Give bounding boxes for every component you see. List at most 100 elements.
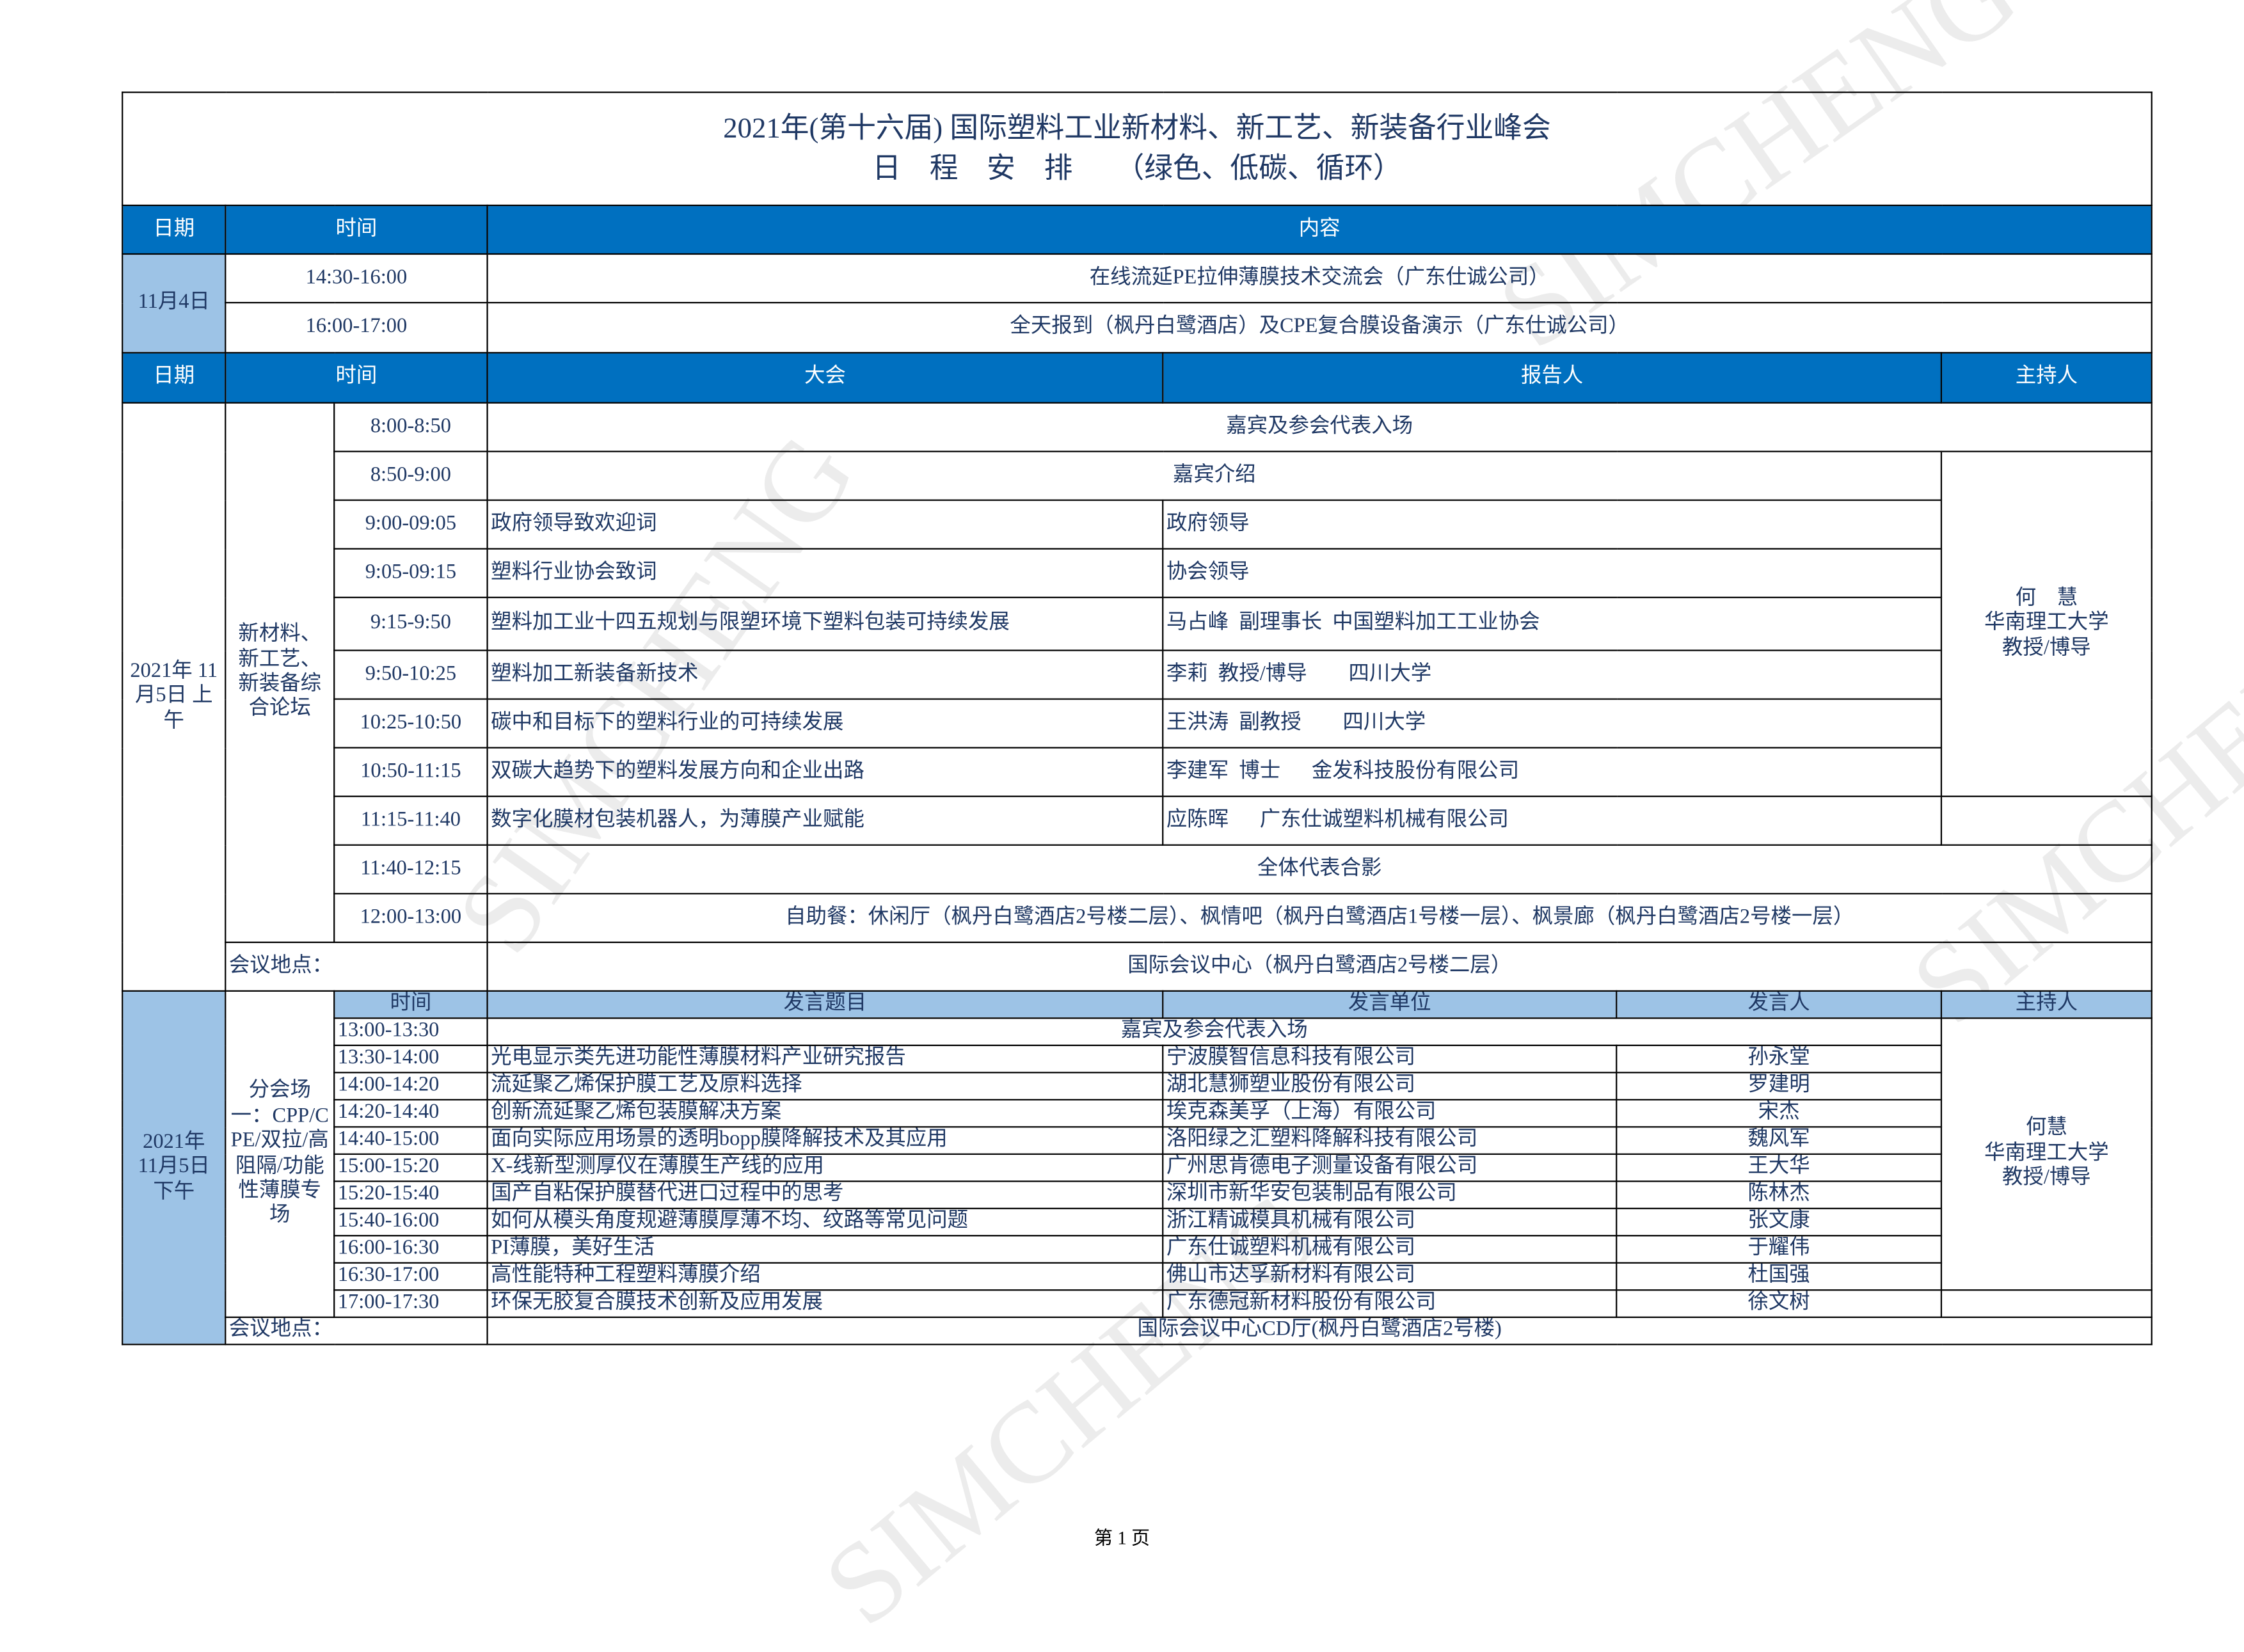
reporter-cell: 政府领导 [1162, 499, 1943, 550]
morning-host: 何 慧 华南理工大学 教授/博导 [1940, 450, 2152, 797]
time-cell: 16:00-16:30 [333, 1235, 488, 1264]
header-host: 主持人 [1940, 990, 2152, 1019]
speaker-cell: 徐文树 [1616, 1289, 1943, 1318]
time-cell: 9:00-09:05 [333, 499, 488, 550]
speaker-cell: 于耀伟 [1616, 1235, 1943, 1264]
content-cell: 自助餐：休闲厅（枫丹白鹭酒店2号楼二层）、枫情吧（枫丹白鹭酒店1号楼一层）、枫景… [486, 893, 2152, 943]
time-cell: 13:00-13:30 [333, 1017, 488, 1046]
document-page: SIMCHENG SIMCHENG SIMCHENG SIMCHENG 2021… [122, 0, 2244, 1650]
reporter-cell: 马占峰 副理事长 中国塑料加工工业协会 [1162, 596, 1943, 651]
topic-cell: 创新流延聚乙烯包装膜解决方案 [486, 1099, 1164, 1128]
time-cell: 15:20-15:40 [333, 1180, 488, 1209]
topic-cell: 塑料行业协会致词 [486, 548, 1164, 598]
time-cell: 14:20-14:40 [333, 1099, 488, 1128]
time-cell: 12:00-13:00 [333, 893, 488, 943]
reporter-cell: 应陈晖 广东仕诚塑料机械有限公司 [1162, 795, 1943, 846]
time-cell: 11:15-11:40 [333, 795, 488, 846]
time-cell: 16:30-17:00 [333, 1262, 488, 1291]
schedule-table: 2021年(第十六届) 国际塑料工业新材料、新工艺、新装备行业峰会 日 程 安 … [122, 91, 2152, 1346]
speaker-cell: 王大华 [1616, 1153, 1943, 1182]
time-cell: 9:50-10:25 [333, 649, 488, 700]
topic-cell: 高性能特种工程塑料薄膜介绍 [486, 1262, 1164, 1291]
topic-cell: 环保无胶复合膜技术创新及应用发展 [486, 1289, 1164, 1318]
header-host: 主持人 [1940, 352, 2152, 404]
speaker-cell: 罗建明 [1616, 1072, 1943, 1100]
time-cell: 14:00-14:20 [333, 1072, 488, 1100]
location-value: 国际会议中心CD厅(枫丹白鹭酒店2号楼) [486, 1316, 2152, 1346]
topic-cell: 如何从模头角度规避薄膜厚薄不均、纹路等常见问题 [486, 1207, 1164, 1237]
reporter-cell: 协会领导 [1162, 548, 1943, 598]
afternoon-host: 何慧 华南理工大学 教授/博导 [1940, 1017, 2152, 1291]
time-cell: 15:00-15:20 [333, 1153, 488, 1182]
time-cell: 8:50-9:00 [333, 450, 488, 501]
unit-cell: 广州思肯德电子测量设备有限公司 [1162, 1153, 1618, 1182]
unit-cell: 宁波膜智信息科技有限公司 [1162, 1044, 1618, 1074]
time-cell: 16:00-17:00 [225, 301, 488, 354]
topic-cell: 政府领导致欢迎词 [486, 499, 1164, 550]
location-label: 会议地点： [225, 1316, 488, 1346]
time-cell: 10:25-10:50 [333, 698, 488, 749]
topic-cell: 数字化膜材包装机器人，为薄膜产业赋能 [486, 795, 1164, 846]
topic-cell: X-线新型测厚仪在薄膜生产线的应用 [486, 1153, 1164, 1182]
morning-date: 2021年 11月5日 上午 [122, 402, 227, 992]
morning-forum: 新材料、新工艺、新装备综合论坛 [225, 402, 335, 943]
speaker-cell: 杜国强 [1616, 1262, 1943, 1291]
topic-cell: 国产自粘保护膜替代进口过程中的思考 [486, 1180, 1164, 1209]
speaker-cell: 孙永堂 [1616, 1044, 1943, 1074]
reporter-cell: 李建军 博士 金发科技股份有限公司 [1162, 747, 1943, 797]
time-cell: 11:40-12:15 [333, 844, 488, 894]
unit-cell: 浙江精诚模具机械有限公司 [1162, 1207, 1618, 1237]
page-title: 2021年(第十六届) 国际塑料工业新材料、新工艺、新装备行业峰会 日 程 安 … [122, 91, 2152, 207]
topic-cell: 流延聚乙烯保护膜工艺及原料选择 [486, 1072, 1164, 1100]
header-content: 内容 [486, 204, 2152, 255]
location-label: 会议地点： [225, 941, 488, 992]
speaker-cell: 张文康 [1616, 1207, 1943, 1237]
content-cell: 嘉宾及参会代表入场 [486, 1017, 1943, 1046]
header-session: 大会 [486, 352, 1164, 404]
header-time: 时间 [333, 990, 488, 1019]
topic-cell: 塑料加工新装备新技术 [486, 649, 1164, 700]
header-unit: 发言单位 [1162, 990, 1618, 1019]
unit-cell: 佛山市达孚新材料有限公司 [1162, 1262, 1618, 1291]
afternoon-forum: 分会场一：CPP/CPE/双拉/高阻隔/功能性薄膜专场 [225, 990, 335, 1318]
speaker-cell: 魏风军 [1616, 1126, 1943, 1155]
unit-cell: 埃克森美孚（上海）有限公司 [1162, 1099, 1618, 1128]
content-cell: 全体代表合影 [486, 844, 2152, 894]
content-cell: 嘉宾及参会代表入场 [486, 402, 2152, 452]
content-cell: 嘉宾介绍 [486, 450, 1943, 501]
header-date: 日期 [122, 204, 227, 255]
empty-host-cell [1940, 1289, 2152, 1318]
location-value: 国际会议中心（枫丹白鹭酒店2号楼二层） [486, 941, 2152, 992]
title-line-1: 2021年(第十六届) 国际塑料工业新材料、新工艺、新装备行业峰会 [723, 113, 1551, 145]
header-time: 时间 [225, 352, 488, 404]
header-topic: 发言题目 [486, 990, 1164, 1019]
time-cell: 17:00-17:30 [333, 1289, 488, 1318]
speaker-cell: 宋杰 [1616, 1099, 1943, 1128]
topic-cell: PI薄膜，美好生活 [486, 1235, 1164, 1264]
nov4-date: 11月4日 [122, 253, 227, 354]
topic-cell: 碳中和目标下的塑料行业的可持续发展 [486, 698, 1164, 749]
afternoon-date: 2021年 11月5日 下午 [122, 990, 227, 1346]
header-date: 日期 [122, 352, 227, 404]
time-cell: 14:40-15:00 [333, 1126, 488, 1155]
topic-cell: 面向实际应用场景的透明bopp膜降解技术及其应用 [486, 1126, 1164, 1155]
unit-cell: 广东德冠新材料股份有限公司 [1162, 1289, 1618, 1318]
unit-cell: 洛阳绿之汇塑料降解科技有限公司 [1162, 1126, 1618, 1155]
time-cell: 13:30-14:00 [333, 1044, 488, 1074]
time-cell: 14:30-16:00 [225, 253, 488, 304]
header-time: 时间 [225, 204, 488, 255]
time-cell: 9:05-09:15 [333, 548, 488, 598]
time-cell: 15:40-16:00 [333, 1207, 488, 1237]
topic-cell: 双碳大趋势下的塑料发展方向和企业出路 [486, 747, 1164, 797]
unit-cell: 广东仕诚塑料机械有限公司 [1162, 1235, 1618, 1264]
topic-cell: 塑料加工业十四五规划与限塑环境下塑料包装可持续发展 [486, 596, 1164, 651]
time-cell: 10:50-11:15 [333, 747, 488, 797]
topic-cell: 光电显示类先进功能性薄膜材料产业研究报告 [486, 1044, 1164, 1074]
time-cell: 9:15-9:50 [333, 596, 488, 651]
page-number: 第 1 页 [1094, 1527, 1150, 1549]
time-cell: 8:00-8:50 [333, 402, 488, 452]
unit-cell: 湖北慧狮塑业股份有限公司 [1162, 1072, 1618, 1100]
reporter-cell: 李莉 教授/博导 四川大学 [1162, 649, 1943, 700]
content-cell: 在线流延PE拉伸薄膜技术交流会（广东仕诚公司） [486, 253, 2152, 304]
unit-cell: 深圳市新华安包装制品有限公司 [1162, 1180, 1618, 1209]
